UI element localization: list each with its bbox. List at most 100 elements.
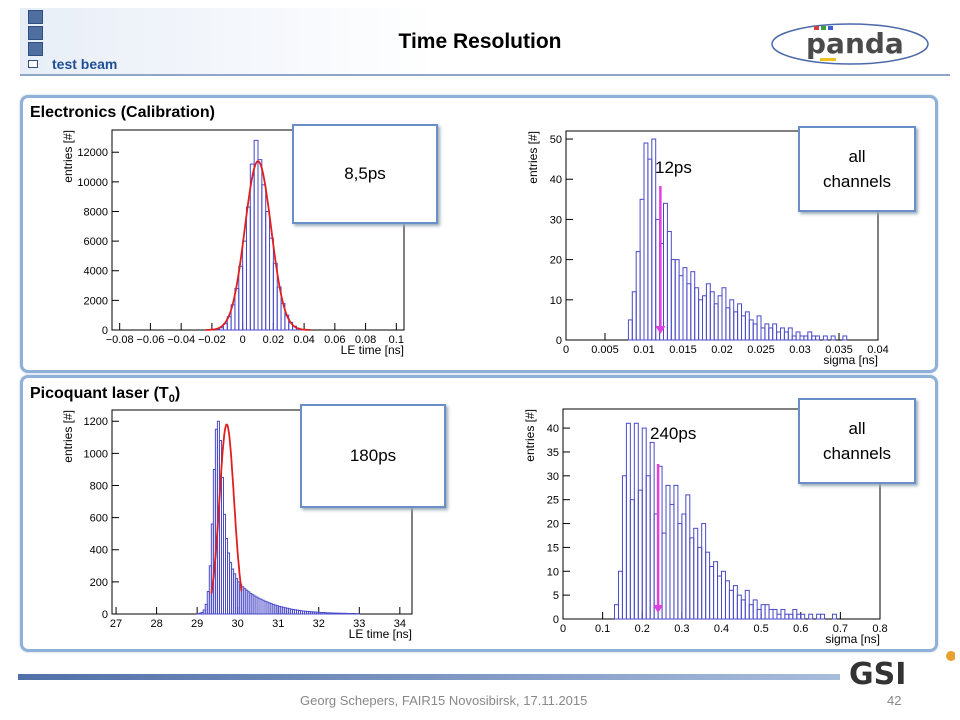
x-tick-label: 0.1 (389, 334, 404, 346)
x-tick-label: 0.5 (753, 623, 768, 635)
gsi-logo-text: GSI (849, 657, 906, 690)
x-tick-label: 0.04 (867, 344, 888, 356)
y-tick-label: 40 (547, 423, 559, 435)
y-tick-label: 5 (553, 590, 559, 602)
y-axis-label: entries [#] (61, 410, 75, 463)
y-tick-label: 15 (547, 542, 559, 554)
page-number: 42 (887, 693, 902, 708)
y-tick-label: 20 (547, 519, 559, 531)
y-tick-label: 1200 (84, 416, 108, 428)
section-title-picoquant: Picoquant laser (T0) (30, 385, 180, 405)
x-axis-label: LE time [ns] (349, 627, 412, 641)
x-tick-label: 32 (313, 618, 325, 630)
x-tick-label: 0.2 (635, 623, 650, 635)
annotation-12ps: 12ps (655, 158, 692, 177)
x-tick-label: 0.6 (793, 623, 808, 635)
x-tick-label: 0.03 (789, 344, 810, 356)
y-tick-label: 10 (550, 295, 562, 307)
x-tick-label: 0.3 (674, 623, 689, 635)
x-tick-label: 0.025 (747, 344, 775, 356)
y-tick-label: 0 (102, 325, 108, 337)
x-tick-label: 31 (272, 618, 284, 630)
y-tick-label: 10 (547, 566, 559, 578)
x-tick-label: −0.06 (136, 334, 164, 346)
x-tick-label: 34 (394, 618, 406, 630)
y-axis-label: entries [#] (523, 409, 537, 462)
y-tick-label: 20 (550, 255, 562, 267)
section-title-electronics: Electronics (Calibration) (30, 104, 215, 121)
x-tick-label: −0.04 (167, 334, 195, 346)
y-axis-label: entries [#] (526, 131, 540, 184)
y-tick-label: 1000 (84, 448, 108, 460)
x-tick-label: 0.04 (293, 334, 314, 346)
x-tick-label: 33 (353, 618, 365, 630)
x-tick-label: 0 (563, 344, 569, 356)
histogram-bin (820, 613, 826, 620)
y-tick-label: 0 (553, 614, 559, 626)
y-axis-label: entries [#] (61, 130, 75, 183)
histogram-bin (808, 613, 814, 620)
annotation-240ps: 240ps (650, 424, 697, 443)
x-tick-label: −0.02 (198, 334, 226, 346)
callout-all-channels-top: all channels (798, 126, 916, 212)
x-tick-label: 0.02 (711, 344, 732, 356)
marker-arrow-head (655, 326, 666, 334)
y-tick-label: 800 (90, 480, 108, 492)
histogram-bin (830, 335, 836, 341)
x-tick-label: 0.8 (872, 623, 887, 635)
y-tick-label: 35 (547, 447, 559, 459)
x-tick-label: 0 (240, 334, 246, 346)
callout-8-5ps: 8,5ps (292, 124, 438, 224)
section-title-end: ) (174, 385, 181, 402)
header-squares-icon (28, 10, 43, 70)
y-tick-label: 30 (550, 214, 562, 226)
callout-all-channels-bottom: all channels (798, 398, 916, 484)
x-tick-label: 0 (560, 623, 566, 635)
x-tick-label: 29 (191, 618, 203, 630)
y-tick-label: 40 (550, 174, 562, 186)
y-tick-label: 0 (556, 335, 562, 347)
section-title-sub: 0 (168, 393, 175, 406)
histogram-bin (787, 327, 793, 341)
x-axis-label: sigma [ns] (825, 632, 880, 646)
y-tick-label: 50 (550, 134, 562, 146)
x-tick-label: 0.005 (591, 344, 619, 356)
y-tick-label: 4000 (84, 266, 108, 278)
gsi-logo-icon: GSI (849, 651, 955, 690)
x-tick-label: 28 (150, 618, 162, 630)
x-tick-label: 0.06 (324, 334, 345, 346)
callout-line: channels (822, 444, 892, 463)
x-tick-label: 0.015 (669, 344, 697, 356)
histogram-bin (815, 335, 820, 341)
footer-text: Georg Schepers, FAIR15 Novosibirsk, 17.1… (300, 693, 588, 708)
histogram-bin (842, 335, 848, 341)
gaussian-fit-curve (210, 423, 243, 594)
x-tick-label: 0.08 (355, 334, 376, 346)
page-title: Time Resolution (398, 30, 562, 53)
x-tick-label: 0.1 (595, 623, 610, 635)
x-tick-label: 0.7 (833, 623, 848, 635)
y-tick-label: 12000 (77, 147, 108, 159)
y-tick-label: 25 (547, 495, 559, 507)
y-tick-label: 8000 (84, 206, 108, 218)
x-tick-label: 0.035 (825, 344, 853, 356)
x-axis-label: LE time [ns] (341, 343, 404, 357)
x-tick-label: 27 (110, 618, 122, 630)
y-tick-label: 10000 (77, 177, 108, 189)
histogram-bin (831, 613, 837, 620)
x-tick-label: 0.01 (633, 344, 654, 356)
y-tick-label: 200 (90, 577, 108, 589)
section-title-main: Picoquant laser (T (30, 385, 169, 402)
y-tick-label: 400 (90, 545, 108, 557)
x-tick-label: 0.4 (714, 623, 729, 635)
marker-arrow-head (653, 605, 664, 613)
y-tick-label: 6000 (84, 236, 108, 248)
x-tick-label: 30 (232, 618, 244, 630)
callout-180ps: 180ps (300, 404, 446, 508)
histogram-bin (800, 613, 806, 620)
y-tick-label: 600 (90, 513, 108, 525)
header-subtitle: test beam (52, 56, 118, 72)
x-axis-label: sigma [ns] (823, 353, 878, 367)
panda-logo-icon: panda (771, 23, 929, 65)
